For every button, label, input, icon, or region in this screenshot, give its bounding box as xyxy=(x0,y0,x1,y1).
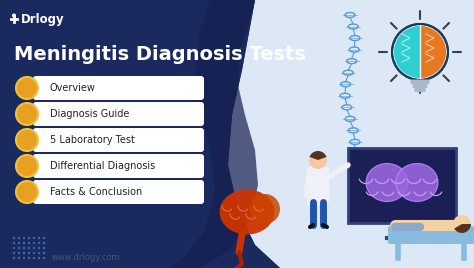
Wedge shape xyxy=(394,26,420,78)
Text: Drlogy: Drlogy xyxy=(21,13,64,25)
Circle shape xyxy=(309,151,327,169)
Circle shape xyxy=(28,257,30,259)
Circle shape xyxy=(453,215,471,233)
Circle shape xyxy=(33,237,35,239)
Text: Meningitis Diagnosis Tests: Meningitis Diagnosis Tests xyxy=(14,45,306,64)
Polygon shape xyxy=(170,0,258,268)
FancyBboxPatch shape xyxy=(412,84,428,88)
Circle shape xyxy=(18,242,20,244)
FancyBboxPatch shape xyxy=(410,80,429,84)
Circle shape xyxy=(28,247,30,249)
Circle shape xyxy=(43,247,45,249)
Wedge shape xyxy=(310,151,327,160)
Circle shape xyxy=(13,252,15,254)
Circle shape xyxy=(16,181,38,203)
Circle shape xyxy=(13,247,15,249)
Circle shape xyxy=(12,13,16,17)
Circle shape xyxy=(16,103,38,125)
FancyBboxPatch shape xyxy=(414,87,426,92)
Ellipse shape xyxy=(219,189,274,234)
Circle shape xyxy=(43,237,45,239)
FancyBboxPatch shape xyxy=(33,154,204,178)
Circle shape xyxy=(23,242,25,244)
Text: Differential Diagnosis: Differential Diagnosis xyxy=(50,161,155,171)
Circle shape xyxy=(13,242,15,244)
Circle shape xyxy=(33,252,35,254)
FancyBboxPatch shape xyxy=(33,102,204,126)
Ellipse shape xyxy=(250,194,280,224)
Wedge shape xyxy=(454,224,471,233)
Circle shape xyxy=(38,237,40,239)
Text: www.drlogy.com: www.drlogy.com xyxy=(52,254,120,262)
Circle shape xyxy=(28,252,30,254)
Circle shape xyxy=(23,252,25,254)
Circle shape xyxy=(43,257,45,259)
Circle shape xyxy=(23,247,25,249)
Polygon shape xyxy=(228,0,474,268)
Circle shape xyxy=(28,242,30,244)
Wedge shape xyxy=(420,26,446,78)
FancyBboxPatch shape xyxy=(33,76,204,100)
Circle shape xyxy=(33,242,35,244)
Circle shape xyxy=(23,257,25,259)
Circle shape xyxy=(38,257,40,259)
Circle shape xyxy=(33,257,35,259)
Text: Diagnosis Guide: Diagnosis Guide xyxy=(50,109,129,119)
Polygon shape xyxy=(0,0,280,268)
Circle shape xyxy=(18,247,20,249)
Circle shape xyxy=(18,237,20,239)
Circle shape xyxy=(16,155,38,177)
Circle shape xyxy=(392,24,448,80)
Text: Facts & Conclusion: Facts & Conclusion xyxy=(50,187,142,197)
Circle shape xyxy=(43,252,45,254)
Text: 5 Laboratory Test: 5 Laboratory Test xyxy=(50,135,135,145)
Circle shape xyxy=(13,257,15,259)
FancyBboxPatch shape xyxy=(348,148,456,223)
Circle shape xyxy=(13,237,15,239)
Circle shape xyxy=(28,237,30,239)
Circle shape xyxy=(38,242,40,244)
Circle shape xyxy=(43,242,45,244)
Ellipse shape xyxy=(366,163,408,202)
Circle shape xyxy=(38,252,40,254)
Circle shape xyxy=(18,257,20,259)
Circle shape xyxy=(16,129,38,151)
Circle shape xyxy=(18,252,20,254)
Circle shape xyxy=(16,77,38,99)
Circle shape xyxy=(38,247,40,249)
Ellipse shape xyxy=(396,163,438,202)
Text: Overview: Overview xyxy=(50,83,96,93)
FancyBboxPatch shape xyxy=(388,226,474,244)
FancyBboxPatch shape xyxy=(33,180,204,204)
Circle shape xyxy=(23,237,25,239)
FancyBboxPatch shape xyxy=(307,167,329,206)
FancyBboxPatch shape xyxy=(33,128,204,152)
Circle shape xyxy=(33,247,35,249)
